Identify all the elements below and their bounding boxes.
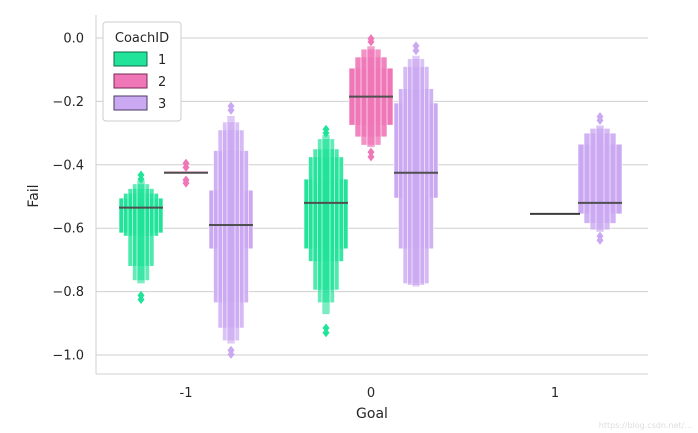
y-tick-label: −0.2 <box>52 95 84 110</box>
boxen-box <box>595 124 605 233</box>
y-tick-label: 0.0 <box>63 32 84 47</box>
x-tick-label: 1 <box>551 386 559 401</box>
legend-swatch <box>113 95 148 111</box>
x-axis-label: Goal <box>356 406 388 422</box>
y-tick-label: −0.4 <box>52 158 84 173</box>
legend-label: 3 <box>158 97 166 112</box>
x-tick-label: 0 <box>367 386 375 401</box>
boxen-box <box>136 179 146 284</box>
outlier-point <box>596 115 604 125</box>
outlier-point <box>322 323 330 333</box>
outlier-point <box>367 37 375 47</box>
outlier-point <box>412 41 420 51</box>
legend-label: 1 <box>158 53 166 68</box>
outlier-point <box>182 178 190 188</box>
y-axis-label: Fail <box>26 184 42 207</box>
legend-swatch <box>113 51 148 67</box>
outlier-point <box>227 349 235 359</box>
outlier-point <box>322 328 330 338</box>
boxen-box <box>226 115 236 345</box>
y-tick-label: −0.8 <box>52 285 84 300</box>
legend-title: CoachID <box>115 31 169 46</box>
y-ticks: 0.0 −0.2 −0.4 −0.6 −0.8 −1.0 <box>52 32 84 364</box>
plot-area <box>118 34 623 359</box>
boxen-box <box>411 55 421 288</box>
axes <box>95 15 648 375</box>
outlier-point <box>367 147 375 157</box>
x-tick-label: -1 <box>180 386 193 401</box>
outlier-point <box>227 105 235 115</box>
outlier-point <box>137 174 145 184</box>
legend-label: 2 <box>158 75 166 90</box>
boxen-box <box>321 134 331 315</box>
legend: CoachID 1 2 3 <box>102 21 182 122</box>
x-ticks: -1 0 1 <box>180 386 560 401</box>
outlier-point <box>596 235 604 245</box>
outlier-point <box>412 46 420 56</box>
outlier-point <box>367 152 375 162</box>
outlier-point <box>322 128 330 138</box>
outlier-point <box>182 162 190 172</box>
watermark: https://blog.csdn.net/... <box>599 421 692 430</box>
legend-swatch <box>113 73 148 89</box>
outlier-point <box>137 295 145 305</box>
y-tick-label: −0.6 <box>52 222 84 237</box>
y-tick-label: −1.0 <box>52 349 84 364</box>
